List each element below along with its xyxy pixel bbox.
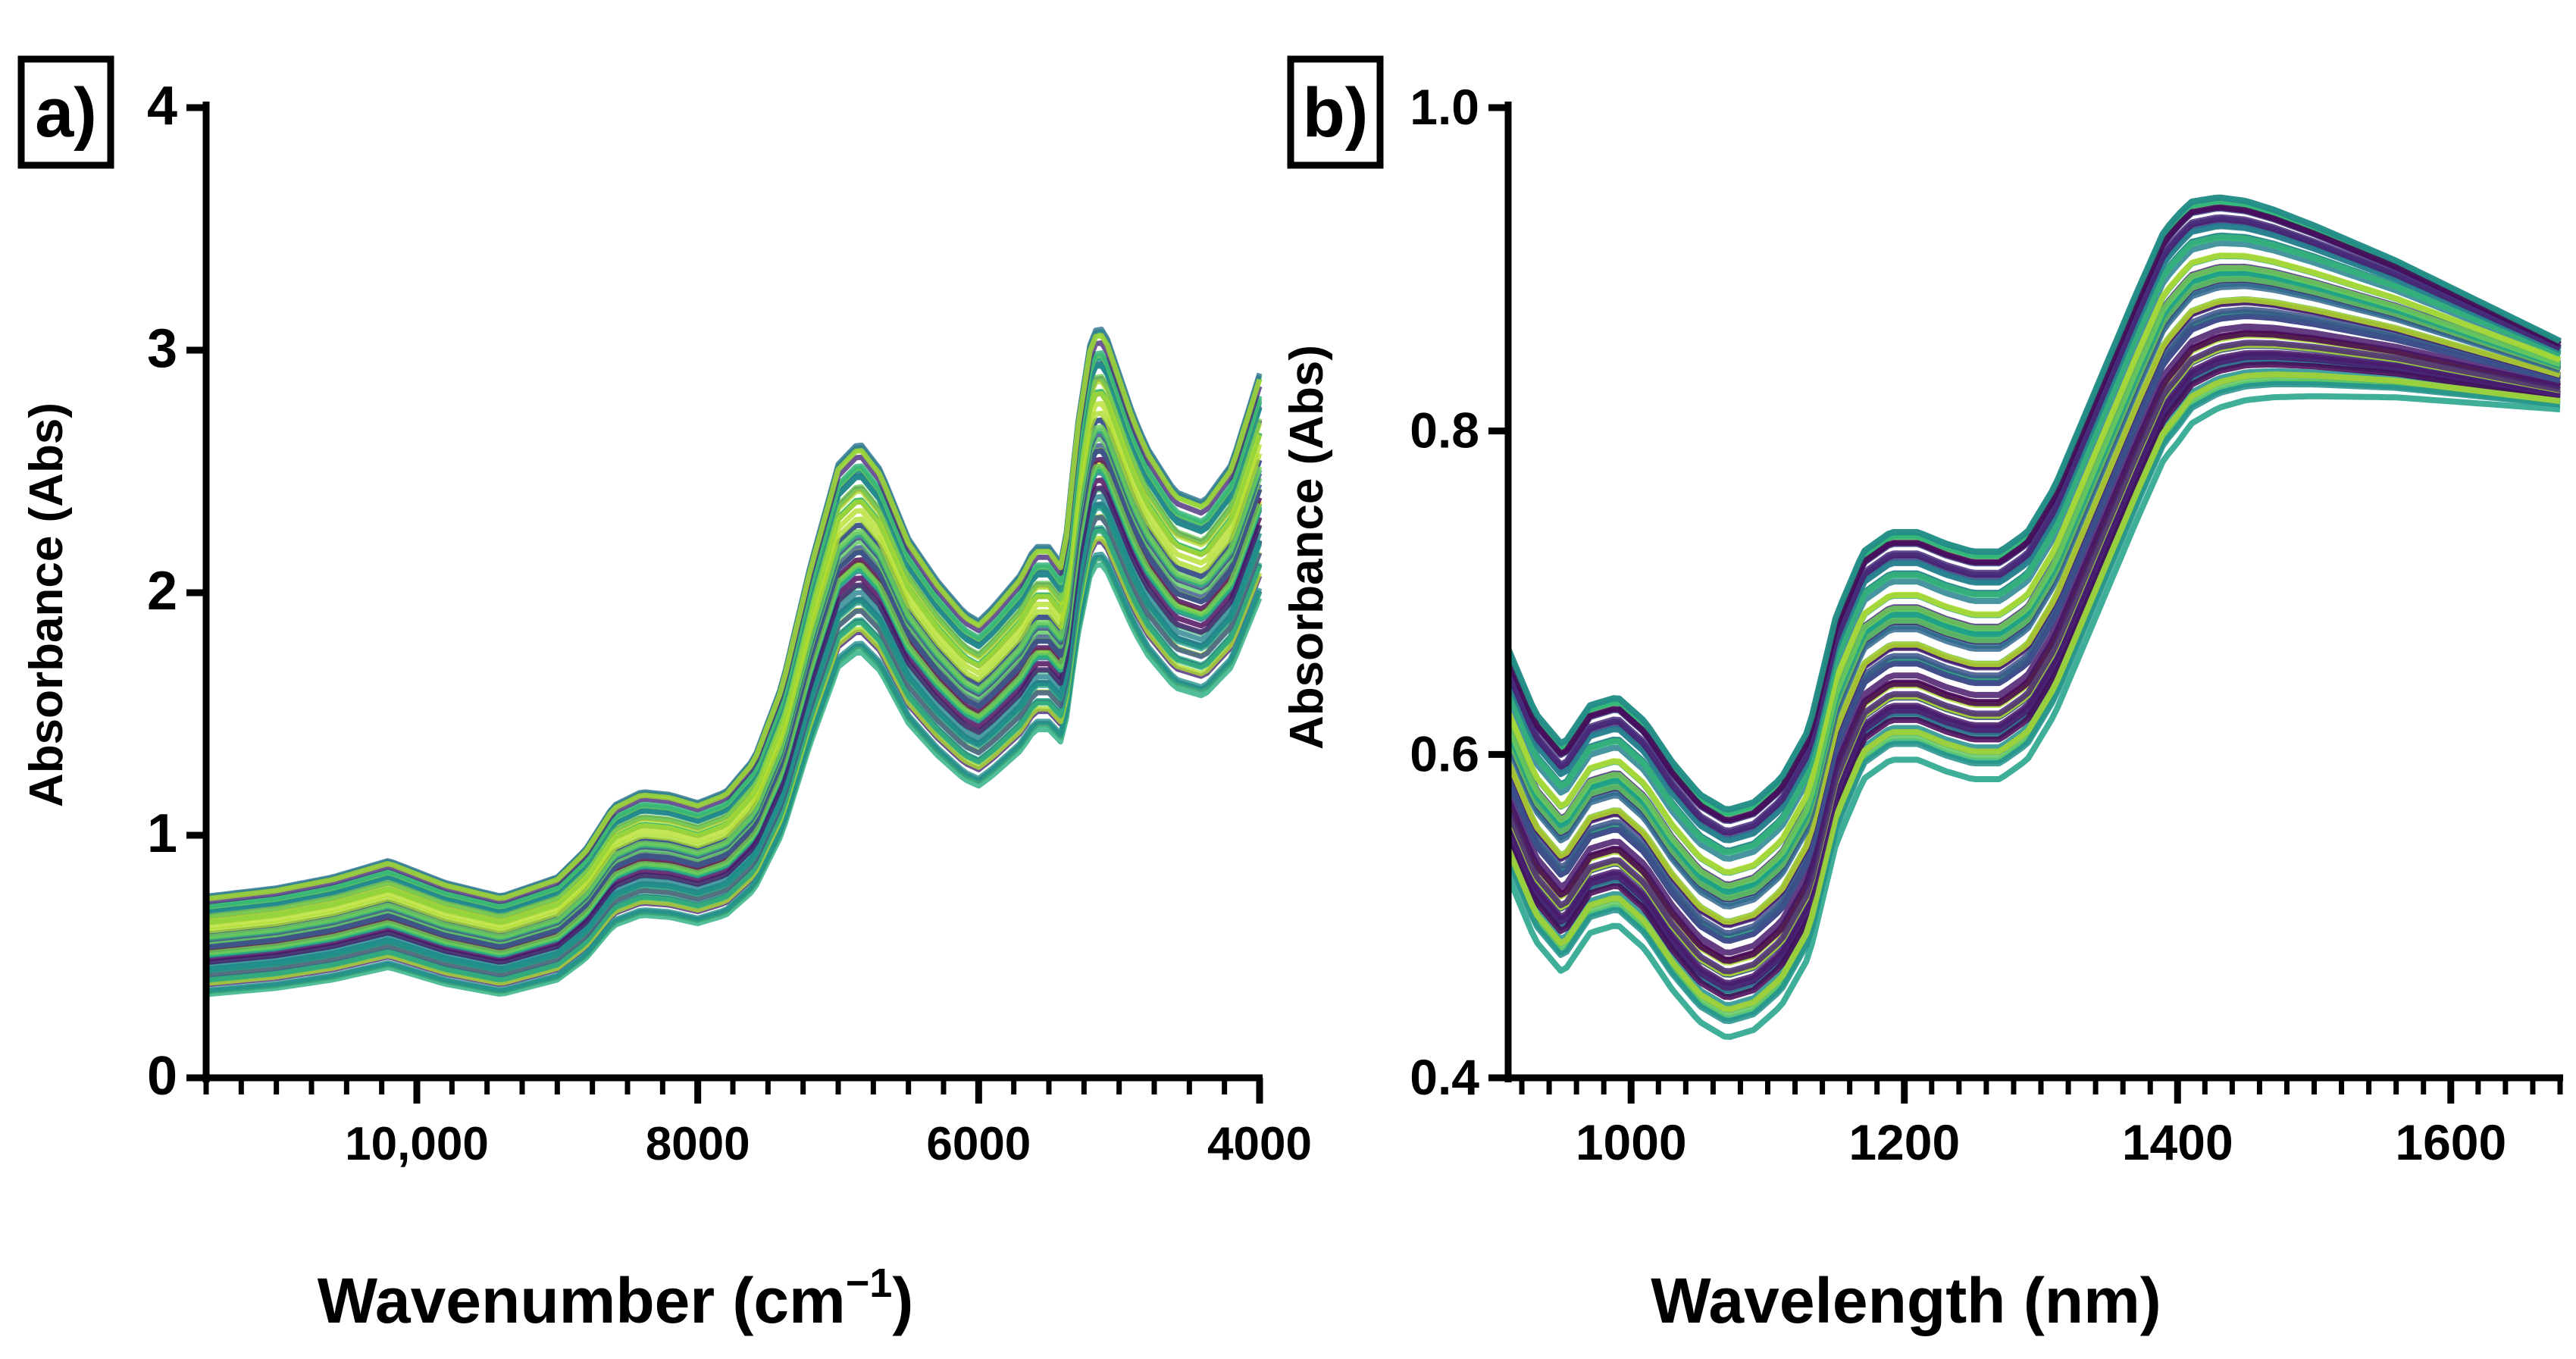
panel-a-curves [205, 327, 1263, 997]
panel-a-label: a) [35, 74, 97, 152]
panel-a-spectrum-line [205, 551, 1263, 993]
panel-a-x-tick-label: 4000 [1207, 1118, 1312, 1170]
panel-b-spectrum-line [1505, 306, 2562, 937]
panel-a-y-tick-label: 3 [147, 318, 177, 379]
panel-a-x-axis-title: Wavenumber (cm−1) [318, 1260, 914, 1336]
panel-b-label-box [1287, 55, 1384, 169]
panel-b-y-tick-label: 1.0 [1410, 79, 1479, 135]
panel-a-y-tick-label: 2 [147, 561, 177, 622]
panel-b-spectrum-line [1505, 194, 2562, 813]
panel-a-x-tick-label: 8000 [646, 1118, 750, 1170]
panel-b-spectrum-line [1505, 240, 2562, 862]
panel-a-y-tick-label: 0 [147, 1046, 177, 1107]
panel-b-y-tick-label: 0.8 [1410, 402, 1479, 459]
panel-b-spectrum-line [1505, 380, 2561, 1025]
panel-b-axes: 0.4 0.6 0.8 1.0 1000 1200 1400 1600 [1410, 79, 2563, 1170]
panel-b-spectrum-line [1505, 275, 2562, 901]
panel-a-spectrum-line [205, 501, 1263, 972]
panel-b-spectra-chart: b) Absorbance (Abs) Wavelength (nm) 0.40… [1281, 55, 2563, 1336]
panel-a-x-axis-title-superscript: −1 [846, 1260, 893, 1306]
panel-a-spectrum-line [205, 485, 1263, 966]
panel-b-spectrum-line [1505, 265, 2562, 889]
panel-b-curves [1505, 194, 2562, 1040]
panel-a-spectrum-line [205, 333, 1263, 902]
panel-b-y-tick-label: 0.4 [1410, 1049, 1479, 1105]
panel-b-y-axis-title: Absorbance (Abs) [1281, 345, 1333, 750]
panel-b-x-tick-label: 1600 [2395, 1114, 2506, 1170]
panel-a-y-axis-title: Absorbance (Abs) [20, 402, 73, 807]
panel-b-spectrum-line [1505, 330, 2561, 964]
panel-b-x-tick-label: 1000 [1576, 1114, 1687, 1170]
panel-a-x-tick-label: 6000 [926, 1118, 1031, 1170]
panel-a-x-axis-title-close: ) [892, 1265, 913, 1336]
panel-a-label-box [17, 55, 114, 169]
panel-b-spectrum-line [1505, 252, 2562, 875]
panel-b-spectrum-line [1505, 313, 2561, 944]
panel-a-y-tick-label: 1 [147, 803, 177, 864]
panel-b-spectrum-line [1505, 371, 2561, 1013]
panel-b-spectrum-line [1505, 214, 2562, 834]
panel-b-spectrum-line [1505, 323, 2561, 956]
panel-b-label: b) [1303, 74, 1369, 152]
panel-b-x-tick-label: 1200 [1848, 1114, 1960, 1170]
panel-b-spectrum-line [1505, 283, 2562, 910]
panel-a-y-tick-label: 4 [147, 76, 177, 136]
panel-b-x-axis-title: Wavelength (nm) [1651, 1265, 2161, 1336]
panel-a-spectra-chart: a) Absorbance (Abs) Wavenumber (cm−1) 0 1… [17, 55, 1312, 1336]
panel-b-spectrum-line [1505, 233, 2562, 855]
panel-a-axes: 0 1 2 3 4 10,000 8000 6000 4000 [147, 76, 1312, 1170]
panel-b-spectrum-line [1505, 349, 2561, 986]
panel-b-spectrum-line [1505, 223, 2562, 844]
panel-b-spectrum-line [1505, 361, 2561, 1000]
panel-b-x-tick-label: 1400 [2122, 1114, 2233, 1170]
panel-b-spectrum-line [1505, 296, 2562, 925]
panel-b-y-tick-label: 0.6 [1410, 725, 1479, 781]
panel-a-x-axis-title-main: Wavenumber (cm [318, 1265, 846, 1336]
panel-a-x-tick-label: 10,000 [345, 1118, 489, 1170]
panel-b-spectrum-line [1505, 393, 2561, 1040]
panel-b-spectrum-line [1505, 340, 2561, 975]
panel-b-spectrum-line [1505, 204, 2562, 823]
